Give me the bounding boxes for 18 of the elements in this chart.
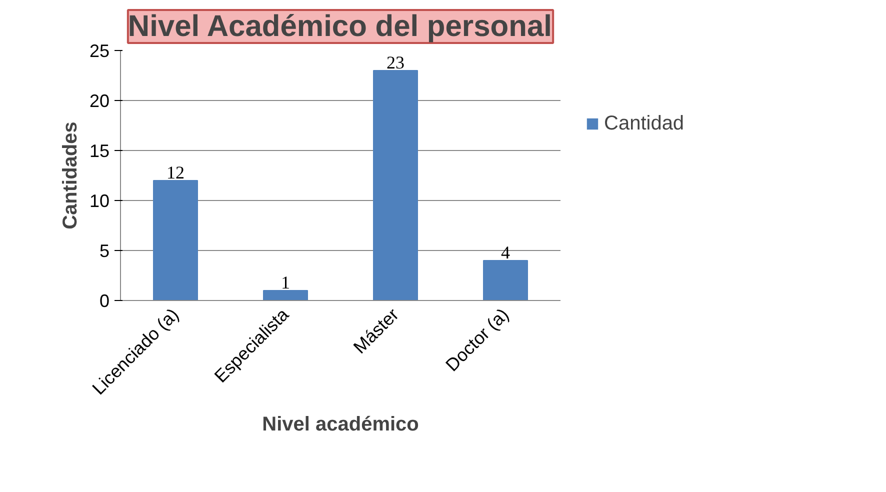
- legend-label: Cantidad: [604, 112, 684, 135]
- bar: [153, 180, 198, 300]
- y-tick-label: 20: [89, 91, 110, 111]
- bar: [373, 70, 418, 300]
- data-label: 23: [386, 52, 404, 72]
- y-tick-label: 5: [99, 241, 110, 261]
- bar: [483, 260, 528, 300]
- y-tick-label: 25: [89, 41, 110, 61]
- y-axis-title: Cantidades: [59, 122, 82, 230]
- y-tick-label: 10: [89, 191, 110, 211]
- y-tick-label: 15: [89, 141, 110, 161]
- data-label: 12: [166, 162, 184, 182]
- chart-title: Nivel Académico del personal: [128, 10, 552, 43]
- bar: [263, 290, 308, 300]
- data-label: 1: [281, 272, 290, 292]
- data-label: 4: [501, 242, 510, 262]
- x-axis-title: Nivel académico: [262, 414, 419, 436]
- y-tick-label: 0: [99, 291, 110, 311]
